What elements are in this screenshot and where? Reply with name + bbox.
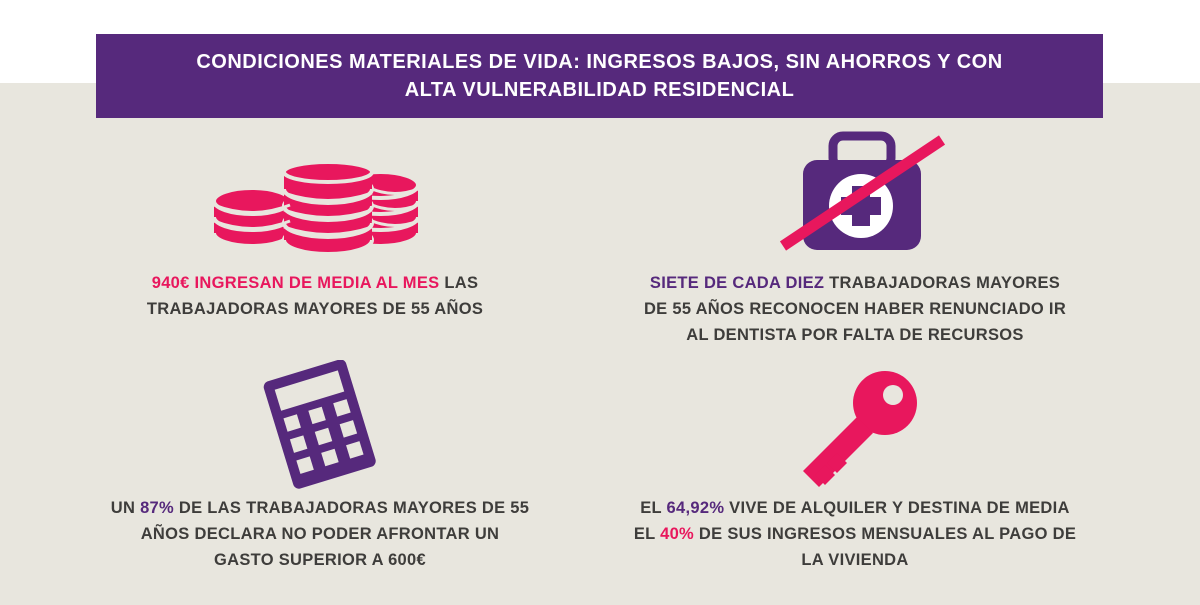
stat-expense: UN 87% DE LAS TRABAJADORAS MAYORES DE 55… — [110, 495, 530, 573]
page-title: CONDICIONES MATERIALES DE VIDA: INGRESOS… — [196, 51, 1003, 101]
stat-housing-text: DE SUS INGRESOS MENSUALES AL PAGO DE LA … — [694, 525, 1077, 569]
stat-expense-text: DE LAS TRABAJADORAS MAYORES DE 55 AÑOS D… — [140, 499, 530, 569]
background-panel — [0, 83, 1200, 605]
stat-income: 940€ INGRESAN DE MEDIA AL MES LAS TRABAJ… — [120, 270, 510, 322]
stat-expense-pre: UN — [110, 499, 141, 517]
stat-dentist-highlight: SIETE DE CADA DIEZ — [649, 274, 825, 292]
key-icon — [803, 371, 917, 487]
stat-housing-mid: VIVE DE ALQUILER Y DESTINA DE MEDIA EL — [633, 499, 1070, 543]
calculator-icon — [263, 360, 376, 489]
first-aid-kit-crossed-icon — [779, 131, 946, 251]
stat-housing: EL 64,92% VIVE DE ALQUILER Y DESTINA DE … — [630, 495, 1080, 573]
stat-expense-highlight: 87% — [140, 499, 175, 517]
header-banner: CONDICIONES MATERIALES DE VIDA: INGRESOS… — [96, 34, 1103, 118]
stat-income-highlight: 940€ INGRESAN DE MEDIA AL MES — [151, 274, 440, 292]
coins-stack-icon — [212, 160, 420, 256]
stat-housing-highlight-1: 64,92% — [666, 499, 725, 517]
stat-dentist-text: TRABAJADORAS MAYORES DE 55 AÑOS RECONOCE… — [643, 274, 1067, 344]
stat-housing-highlight-2: 40% — [660, 525, 695, 543]
stat-dentist: SIETE DE CADA DIEZ TRABAJADORAS MAYORES … — [640, 270, 1070, 348]
stat-housing-pre: EL — [640, 499, 667, 517]
stat-income-text: LAS TRABAJADORAS MAYORES DE 55 AÑOS — [146, 274, 484, 318]
